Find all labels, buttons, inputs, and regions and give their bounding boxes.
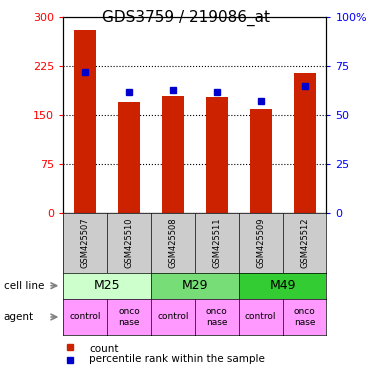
Text: cell line: cell line — [4, 281, 44, 291]
Text: control: control — [245, 313, 276, 321]
Text: agent: agent — [4, 312, 34, 322]
Text: M49: M49 — [269, 279, 296, 292]
Text: M29: M29 — [181, 279, 208, 292]
Text: control: control — [157, 313, 188, 321]
Text: GSM425510: GSM425510 — [124, 218, 134, 268]
Text: count: count — [89, 344, 119, 354]
Bar — [293, 73, 315, 213]
Text: GSM425511: GSM425511 — [212, 218, 221, 268]
Text: M25: M25 — [93, 279, 120, 292]
Text: onco
nase: onco nase — [118, 307, 140, 327]
Bar — [250, 109, 272, 213]
Bar — [74, 30, 96, 213]
Text: onco
nase: onco nase — [206, 307, 227, 327]
Text: control: control — [69, 313, 101, 321]
Text: GSM425508: GSM425508 — [168, 218, 177, 268]
Bar — [162, 96, 184, 213]
Text: GSM425507: GSM425507 — [81, 218, 89, 268]
Text: GSM425512: GSM425512 — [300, 218, 309, 268]
Text: percentile rank within the sample: percentile rank within the sample — [89, 354, 265, 364]
Bar — [118, 102, 140, 213]
Bar — [206, 97, 228, 213]
Text: GSM425509: GSM425509 — [256, 218, 265, 268]
Text: onco
nase: onco nase — [294, 307, 315, 327]
Text: GDS3759 / 219086_at: GDS3759 / 219086_at — [102, 10, 269, 26]
